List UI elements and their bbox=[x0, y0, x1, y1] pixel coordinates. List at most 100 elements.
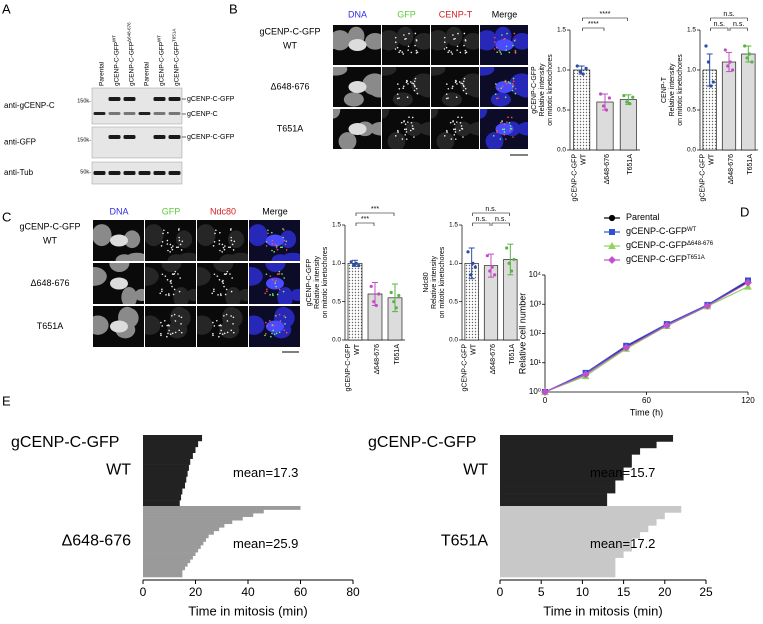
kinetochore bbox=[460, 125, 463, 127]
x-tick-label: WT bbox=[471, 343, 478, 355]
kinetochore bbox=[167, 249, 169, 252]
kinetochore bbox=[405, 138, 408, 140]
kinetochore bbox=[396, 46, 399, 49]
bar bbox=[500, 538, 632, 546]
band bbox=[123, 97, 136, 101]
kinetochore bbox=[285, 240, 288, 243]
lane-text: gCENP-C-GFP bbox=[173, 42, 180, 86]
kinetochore bbox=[399, 49, 402, 52]
kinetochore bbox=[509, 82, 511, 84]
kinetochore bbox=[271, 324, 274, 326]
kinetochore bbox=[446, 131, 448, 133]
x-axis-label: Time (h) bbox=[630, 407, 663, 417]
nucleus bbox=[333, 67, 348, 76]
kinetochore bbox=[282, 290, 285, 293]
kinetochore bbox=[178, 290, 181, 293]
kinetochore bbox=[462, 80, 465, 83]
lane-sup: WT bbox=[157, 35, 162, 42]
kinetochore bbox=[224, 293, 227, 296]
data-point bbox=[466, 250, 470, 254]
nucleus bbox=[365, 33, 381, 50]
data-point bbox=[369, 284, 373, 288]
kinetochore bbox=[271, 231, 273, 234]
kinetochore bbox=[230, 315, 232, 317]
micrograph bbox=[249, 263, 300, 304]
kinetochore bbox=[163, 319, 166, 322]
kinetochore bbox=[227, 246, 230, 249]
x-tick-label: 0 bbox=[140, 585, 147, 599]
nucleus bbox=[382, 30, 400, 51]
bar bbox=[143, 537, 206, 542]
x-tick-label: Δ648-676 bbox=[728, 154, 735, 184]
kinetochore bbox=[397, 131, 399, 133]
significance-bracket bbox=[710, 17, 748, 21]
marker bbox=[622, 343, 631, 352]
significance-bracket bbox=[491, 222, 510, 226]
bar bbox=[500, 518, 657, 526]
group-label: T651A bbox=[441, 533, 488, 550]
x-tick-label: 80 bbox=[346, 585, 360, 599]
kinetochore bbox=[513, 32, 516, 35]
chromosomes bbox=[110, 234, 128, 247]
bar bbox=[500, 499, 608, 507]
kinetochore bbox=[465, 92, 468, 95]
y-tick-label: 1.0 bbox=[332, 260, 341, 267]
kinetochore bbox=[402, 87, 405, 90]
x-axis-label: Time in mitosis (min) bbox=[543, 603, 662, 618]
kinetochore bbox=[456, 45, 459, 48]
kinetochore bbox=[511, 89, 514, 92]
kinetochore bbox=[230, 290, 233, 293]
kinetochore bbox=[500, 87, 503, 90]
kinetochore bbox=[405, 79, 408, 82]
legend-label: gCENP-C-GFPΔ648-676 bbox=[626, 240, 714, 250]
kinetochore bbox=[181, 240, 184, 243]
data-point bbox=[709, 84, 713, 88]
kinetochore bbox=[211, 292, 214, 295]
kinetochore bbox=[411, 116, 414, 119]
y-axis-label: on mitotic kinetochores bbox=[677, 54, 684, 126]
kinetochore bbox=[218, 324, 221, 327]
row-label: Δ648-676 bbox=[30, 278, 69, 288]
band bbox=[138, 112, 151, 115]
kinetochore bbox=[272, 294, 274, 297]
nucleus bbox=[343, 92, 364, 107]
kinetochore bbox=[402, 53, 405, 55]
y-axis-label: Relative intensity bbox=[314, 256, 321, 309]
kinetochore bbox=[504, 79, 507, 82]
kinetochore bbox=[447, 87, 450, 90]
kinetochore bbox=[510, 116, 513, 119]
chromosomes bbox=[348, 123, 367, 135]
kinetochore bbox=[409, 81, 412, 83]
group-label: gCENP-C-GFP bbox=[572, 154, 579, 202]
kinetochore bbox=[271, 332, 273, 335]
bar bbox=[500, 557, 616, 565]
size-marker: 150k- bbox=[77, 137, 91, 143]
kinetochore bbox=[268, 319, 271, 322]
kinetochore bbox=[267, 232, 269, 235]
kinetochore bbox=[506, 121, 508, 123]
kinetochore bbox=[404, 123, 407, 126]
kinetochore bbox=[222, 282, 224, 284]
kinetochore bbox=[398, 51, 400, 53]
bar bbox=[500, 551, 624, 558]
kinetochore bbox=[456, 49, 458, 51]
lane-text: gCENP-C-GFP bbox=[128, 42, 135, 86]
nucleus bbox=[480, 109, 488, 119]
kinetochore bbox=[166, 239, 169, 242]
kinetochore bbox=[514, 87, 517, 90]
y-tick-label: 0.0 bbox=[449, 337, 458, 344]
y-tick-label: 10¹ bbox=[529, 358, 541, 367]
kinetochore bbox=[225, 288, 228, 291]
y-axis-label: Ndc80 bbox=[423, 272, 430, 292]
y-tick-label: 0.5 bbox=[557, 107, 566, 114]
kinetochore bbox=[169, 243, 172, 246]
kinetochore bbox=[226, 331, 229, 334]
nucleus bbox=[431, 67, 446, 76]
data-point bbox=[711, 80, 715, 84]
nucleus bbox=[431, 30, 449, 51]
blot-panel bbox=[91, 161, 183, 185]
micrograph bbox=[480, 67, 528, 107]
panel-letter: D bbox=[740, 204, 749, 219]
x-tick-label: 25 bbox=[699, 585, 713, 599]
y-tick-label: 1.0 bbox=[557, 67, 566, 74]
